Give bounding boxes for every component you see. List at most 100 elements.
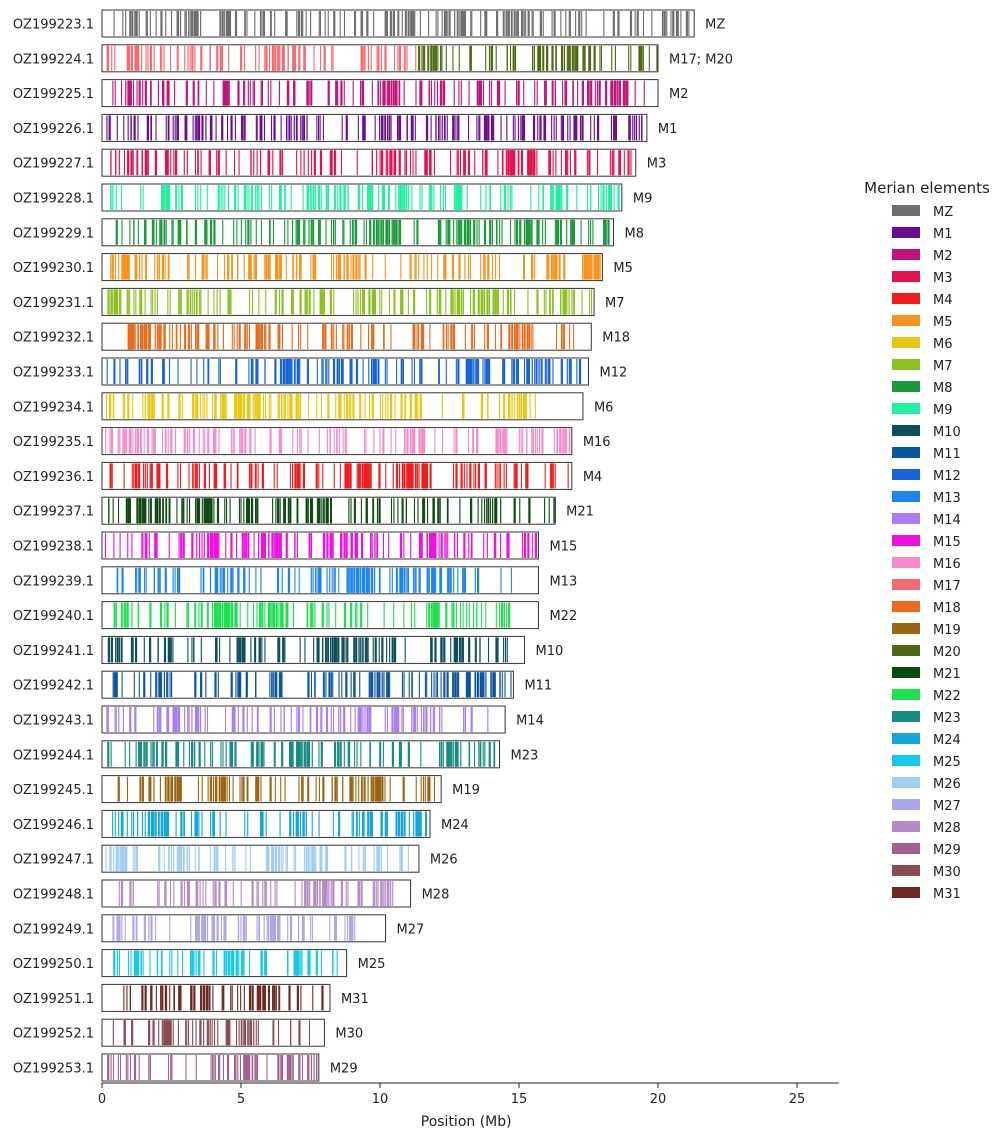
gene-mark-m13 bbox=[329, 567, 331, 593]
gene-mark-m27 bbox=[202, 915, 204, 941]
gene-mark-m18 bbox=[129, 324, 131, 350]
gene-mark-m7 bbox=[566, 289, 568, 315]
gene-mark-m4 bbox=[526, 463, 529, 489]
gene-mark-m2 bbox=[173, 80, 176, 106]
gene-mark-m24 bbox=[201, 811, 203, 837]
gene-mark-m9 bbox=[398, 185, 400, 210]
gene-mark-m30 bbox=[192, 1020, 194, 1046]
gene-mark-m6 bbox=[296, 393, 298, 419]
gene-mark-m16 bbox=[187, 428, 189, 454]
gene-mark-m16 bbox=[279, 428, 283, 454]
gene-mark-m8 bbox=[297, 219, 300, 245]
gene-mark-m10 bbox=[468, 637, 471, 663]
gene-mark-m3 bbox=[513, 150, 515, 176]
gene-mark-m18 bbox=[330, 324, 332, 350]
gene-mark-m16 bbox=[140, 428, 142, 454]
gene-mark-m8 bbox=[318, 219, 321, 245]
gene-mark-m14 bbox=[340, 707, 342, 732]
gene-mark-m4 bbox=[192, 463, 194, 489]
gene-mark-m21 bbox=[182, 498, 184, 524]
gene-mark-m2 bbox=[476, 80, 479, 106]
gene-mark-m11 bbox=[468, 672, 471, 698]
gene-mark-mz bbox=[263, 11, 265, 36]
gene-mark-m21 bbox=[150, 498, 152, 524]
gene-mark-m16 bbox=[562, 428, 564, 454]
gene-mark-m2 bbox=[144, 80, 147, 106]
gene-mark-mz bbox=[131, 11, 134, 36]
legend-item: M5 bbox=[892, 315, 953, 330]
gene-mark-m29 bbox=[138, 1055, 140, 1080]
gene-mark-m17 bbox=[194, 45, 196, 71]
merian-element-label: MZ bbox=[705, 18, 725, 33]
gene-mark-m19 bbox=[334, 776, 337, 802]
chromosome-bar-outline bbox=[101, 1053, 320, 1082]
gene-mark-m6 bbox=[387, 393, 389, 419]
gene-mark-m5 bbox=[522, 254, 525, 280]
gene-mark-m12 bbox=[470, 359, 473, 384]
gene-mark-m29 bbox=[213, 1055, 215, 1080]
chromosome-row: OZ199225.1 M2 bbox=[13, 79, 689, 108]
gene-mark-m12 bbox=[299, 359, 301, 384]
gene-mark-m7 bbox=[108, 289, 110, 315]
chromosome-row: OZ199240.1 M22 bbox=[13, 601, 577, 630]
gene-mark-m10 bbox=[372, 637, 374, 663]
gene-mark-m1 bbox=[256, 115, 258, 141]
gene-mark-m6 bbox=[238, 393, 240, 419]
chromosome-bar-outline bbox=[101, 566, 539, 595]
gene-mark-m12 bbox=[251, 359, 253, 384]
legend-swatch bbox=[892, 381, 920, 392]
gene-mark-m10 bbox=[391, 637, 394, 663]
gene-mark-m24 bbox=[318, 811, 320, 837]
gene-mark-m4 bbox=[406, 463, 408, 489]
gene-mark-m8 bbox=[144, 219, 146, 245]
gene-mark-m12 bbox=[526, 359, 529, 384]
gene-mark-m14 bbox=[242, 707, 245, 732]
gene-mark-m5 bbox=[276, 254, 279, 280]
gene-mark-m18 bbox=[206, 324, 208, 350]
gene-mark-m14 bbox=[106, 707, 109, 732]
gene-mark-m12 bbox=[419, 359, 421, 384]
gene-mark-m1 bbox=[533, 115, 536, 141]
gene-mark-mz bbox=[521, 11, 523, 36]
gene-mark-m13 bbox=[333, 567, 336, 593]
gene-mark-mz bbox=[171, 11, 173, 36]
gene-mark-m1 bbox=[288, 115, 290, 141]
gene-mark-m24 bbox=[181, 811, 183, 837]
gene-mark-m7 bbox=[353, 289, 355, 315]
legend-item: M20 bbox=[892, 645, 961, 660]
legend-item: M6 bbox=[892, 337, 953, 352]
gene-mark-m15 bbox=[230, 533, 233, 558]
gene-mark-m1 bbox=[380, 115, 383, 141]
gene-mark-m22 bbox=[506, 602, 508, 628]
gene-mark-m3 bbox=[588, 150, 591, 176]
gene-mark-m7 bbox=[438, 289, 441, 315]
gene-mark-m18 bbox=[233, 324, 235, 350]
gene-mark-m26 bbox=[303, 846, 305, 872]
gene-mark-m6 bbox=[242, 393, 244, 419]
gene-mark-m29 bbox=[291, 1055, 293, 1080]
gene-mark-m20 bbox=[458, 45, 460, 71]
gene-mark-m2 bbox=[496, 80, 500, 106]
gene-mark-m1 bbox=[379, 115, 381, 141]
gene-mark-m6 bbox=[409, 393, 412, 419]
gene-mark-m6 bbox=[220, 393, 222, 419]
chromosome-row: OZ199235.1 M16 bbox=[13, 427, 611, 456]
gene-mark-m20 bbox=[571, 45, 573, 71]
gene-mark-m9 bbox=[194, 185, 196, 210]
gene-mark-m24 bbox=[296, 811, 298, 837]
gene-mark-m2 bbox=[392, 80, 394, 106]
gene-mark-m21 bbox=[393, 498, 395, 524]
gene-mark-m27 bbox=[118, 915, 121, 941]
gene-mark-m12 bbox=[235, 359, 238, 384]
gene-mark-m16 bbox=[559, 428, 561, 454]
gene-mark-m22 bbox=[161, 602, 163, 628]
gene-mark-m12 bbox=[455, 359, 457, 384]
merian-element-label: M7 bbox=[605, 296, 625, 311]
gene-mark-m18 bbox=[297, 324, 300, 350]
gene-mark-m9 bbox=[586, 185, 589, 210]
gene-mark-m18 bbox=[159, 324, 161, 350]
gene-mark-m29 bbox=[252, 1055, 254, 1080]
gene-mark-m8 bbox=[417, 219, 419, 245]
gene-mark-m10 bbox=[503, 637, 505, 663]
gene-mark-m18 bbox=[445, 324, 447, 350]
